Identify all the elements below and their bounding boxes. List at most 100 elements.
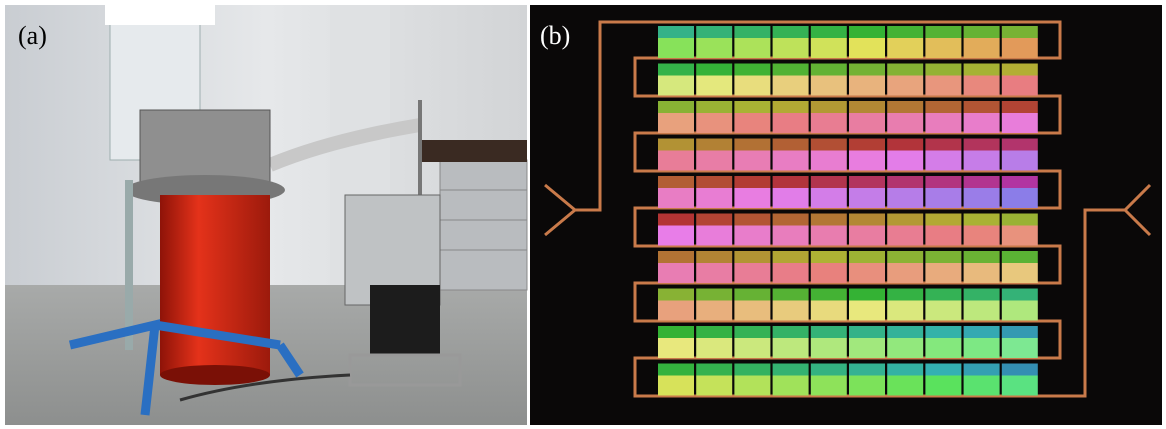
cell xyxy=(925,151,961,171)
cell xyxy=(964,301,1000,321)
cell xyxy=(1002,176,1038,188)
cell xyxy=(849,326,885,338)
cell xyxy=(887,76,923,96)
cell xyxy=(773,326,809,338)
cell xyxy=(696,188,732,208)
cell xyxy=(964,38,1000,58)
cell xyxy=(925,139,961,151)
cell xyxy=(811,251,847,263)
cell xyxy=(849,151,885,171)
cell xyxy=(734,301,770,321)
panel-label: (a) xyxy=(18,21,47,50)
cell xyxy=(811,376,847,396)
cell xyxy=(849,64,885,76)
photo-a: (a) xyxy=(5,5,527,425)
cell xyxy=(849,176,885,188)
cell xyxy=(849,364,885,376)
cell xyxy=(849,188,885,208)
cell xyxy=(734,338,770,358)
cell xyxy=(773,113,809,133)
cell xyxy=(811,338,847,358)
cell xyxy=(964,113,1000,133)
cell xyxy=(887,251,923,263)
cell xyxy=(925,301,961,321)
cell xyxy=(964,151,1000,171)
cell xyxy=(658,113,694,133)
cell xyxy=(696,176,732,188)
cell xyxy=(773,176,809,188)
cell xyxy=(1002,326,1038,338)
cell xyxy=(849,338,885,358)
cell xyxy=(964,226,1000,246)
cell xyxy=(1002,364,1038,376)
cell xyxy=(964,76,1000,96)
figure: (a) (b) xyxy=(0,0,1166,429)
cell xyxy=(734,326,770,338)
cell xyxy=(925,26,961,38)
cell xyxy=(773,214,809,226)
cell xyxy=(964,188,1000,208)
cell xyxy=(773,376,809,396)
cell xyxy=(658,338,694,358)
cell xyxy=(849,289,885,301)
cell xyxy=(696,26,732,38)
cell xyxy=(734,139,770,151)
cell xyxy=(849,376,885,396)
cell xyxy=(658,176,694,188)
cell xyxy=(696,101,732,113)
cell xyxy=(773,289,809,301)
cell xyxy=(811,301,847,321)
cell xyxy=(696,226,732,246)
cell xyxy=(811,139,847,151)
cell xyxy=(658,38,694,58)
cell xyxy=(658,139,694,151)
cell xyxy=(696,376,732,396)
cell xyxy=(849,101,885,113)
cell xyxy=(658,76,694,96)
cell xyxy=(734,289,770,301)
cell xyxy=(696,38,732,58)
cell xyxy=(1002,289,1038,301)
cell xyxy=(887,263,923,283)
cell xyxy=(887,139,923,151)
cell xyxy=(964,139,1000,151)
cell xyxy=(964,289,1000,301)
cell xyxy=(773,338,809,358)
cell xyxy=(849,26,885,38)
cell xyxy=(1002,188,1038,208)
cell xyxy=(925,214,961,226)
cell xyxy=(658,226,694,246)
cell xyxy=(849,113,885,133)
cell xyxy=(696,113,732,133)
cell xyxy=(1002,64,1038,76)
cell xyxy=(811,113,847,133)
cell xyxy=(734,376,770,396)
cell xyxy=(887,64,923,76)
cell xyxy=(1002,263,1038,283)
cell xyxy=(849,76,885,96)
cell xyxy=(964,26,1000,38)
cell xyxy=(734,251,770,263)
cell xyxy=(1002,338,1038,358)
cell xyxy=(658,326,694,338)
cell xyxy=(658,101,694,113)
cell xyxy=(849,263,885,283)
cell xyxy=(696,251,732,263)
cell xyxy=(849,214,885,226)
cell xyxy=(696,326,732,338)
cell xyxy=(887,301,923,321)
cell xyxy=(773,364,809,376)
cell xyxy=(887,26,923,38)
cell xyxy=(1002,251,1038,263)
cell xyxy=(658,364,694,376)
cell xyxy=(887,151,923,171)
cell xyxy=(849,226,885,246)
cell xyxy=(1002,26,1038,38)
cell xyxy=(925,376,961,396)
cell xyxy=(1002,214,1038,226)
cell xyxy=(658,376,694,396)
cell xyxy=(887,364,923,376)
cell xyxy=(811,289,847,301)
cell xyxy=(811,38,847,58)
cell xyxy=(734,76,770,96)
